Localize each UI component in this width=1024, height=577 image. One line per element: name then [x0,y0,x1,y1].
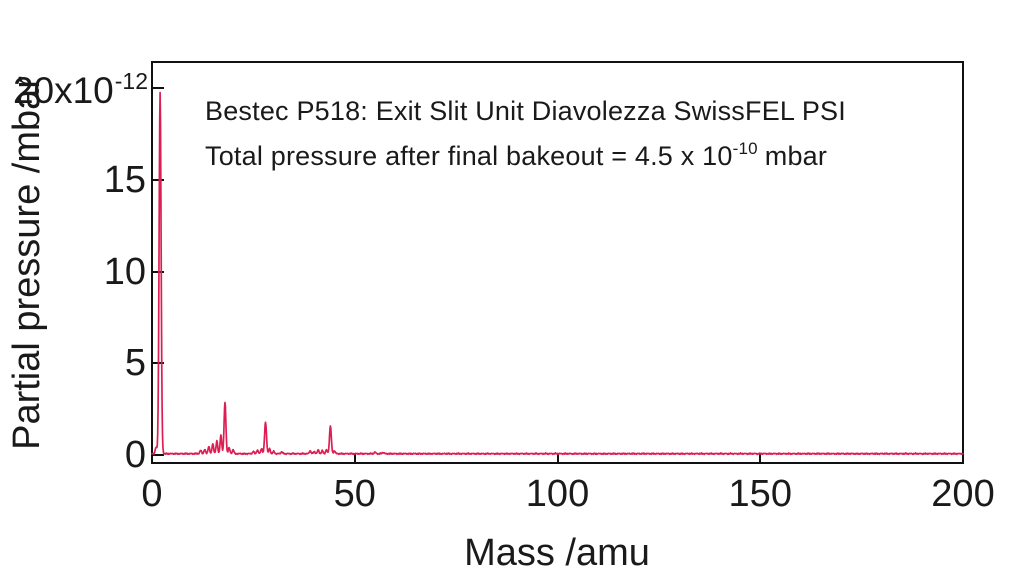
chart-subtitle-exponent: -10 [732,139,758,158]
x-tick-label: 200 [931,473,995,515]
x-tick-mark [557,453,559,462]
y-tick-label: 0 [124,434,146,476]
y-axis-title: Partial pressure /mbar [6,76,48,450]
y-top-tick-label: 20x10-12 [12,68,148,114]
y-tick-label: 15 [103,158,146,201]
x-tick-mark [354,453,356,462]
plot-area [151,61,964,464]
chart-title: Bestec P518: Exit Slit Unit Diavolezza S… [205,96,846,126]
spectrum-trace [151,91,964,456]
chart-subtitle-unit: mbar [764,141,828,171]
x-tick-label: 150 [728,473,792,515]
y-tick-mark [153,87,164,89]
x-tick-label: 0 [141,473,163,515]
x-tick-mark [759,453,761,462]
x-tick-label: 50 [333,473,376,515]
y-top-tick-exponent: -12 [114,68,148,94]
chart-subtitle: Total pressure after final bakeout = 4.5… [205,139,828,175]
y-tick-label: 5 [124,342,146,385]
spectrum-line-plot [151,91,964,456]
x-axis-title: Mass /amu [464,532,650,574]
chart-subtitle-text: Total pressure after final bakeout = 4.5… [205,141,733,171]
y-top-tick-mantissa: 20x10 [12,70,114,111]
y-tick-mark [153,179,164,181]
x-tick-label: 100 [525,473,590,515]
y-tick-mark [153,454,164,456]
y-tick-label: 10 [103,250,146,293]
